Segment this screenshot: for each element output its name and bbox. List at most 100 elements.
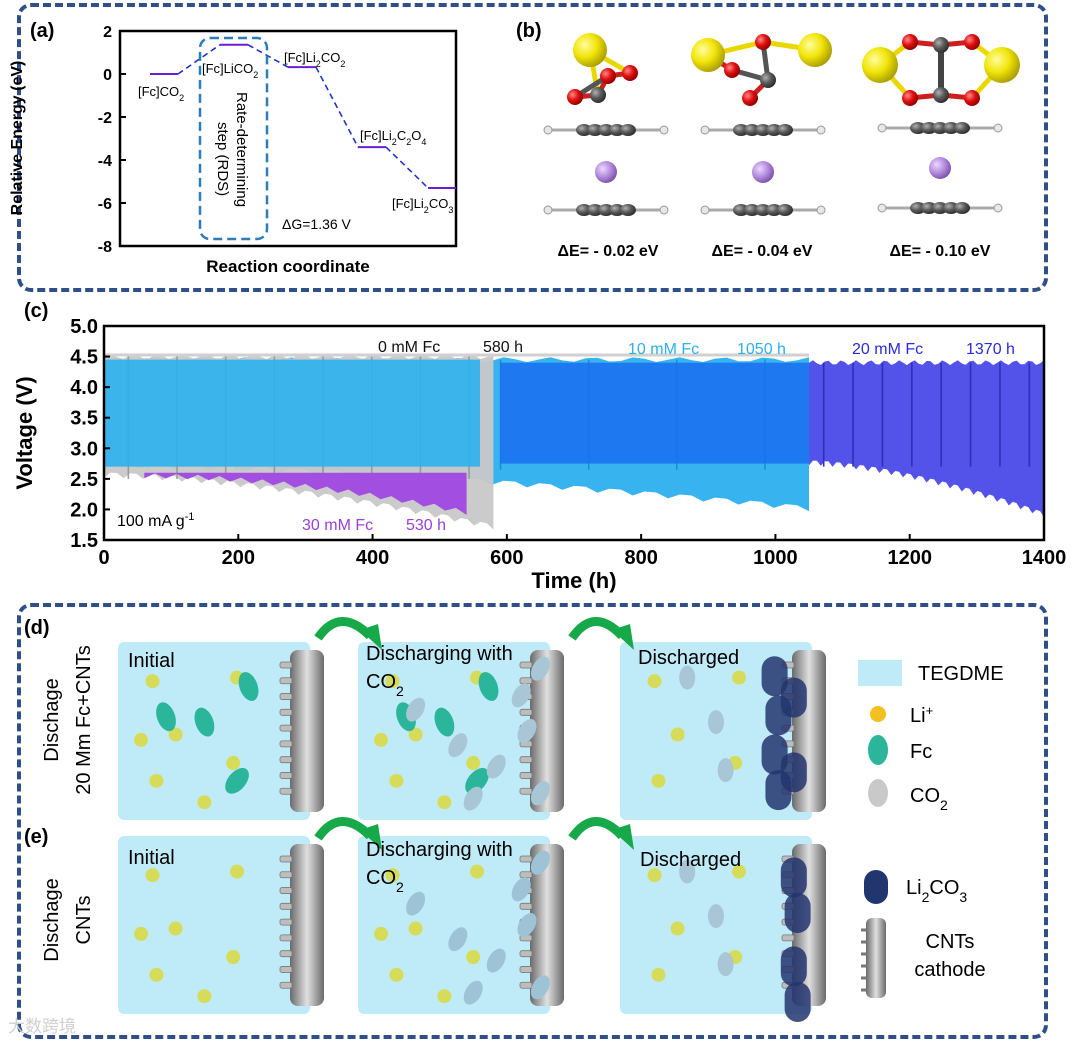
li2co3-d-5 xyxy=(780,752,807,793)
ring-c-1-1-3 xyxy=(766,204,782,216)
legend-li-label: Li+ xyxy=(910,703,933,728)
li-d-1-0 xyxy=(385,674,400,689)
energy-ytick-label-5: -8 xyxy=(98,239,112,256)
series-0-life: 580 h xyxy=(483,339,523,356)
cycling-xtick-label-2: 400 xyxy=(356,547,389,569)
cycling-ytick-label-0: 1.5 xyxy=(70,530,98,552)
cell-d-0 xyxy=(118,642,310,820)
li-d-0-6 xyxy=(134,732,149,747)
li-e-1-5 xyxy=(437,989,452,1004)
fc-0-3 xyxy=(225,767,249,794)
ring-c-0-0-4 xyxy=(620,124,636,136)
ring-c-2-0-3 xyxy=(943,122,959,134)
legend-co2-label: CO2 xyxy=(910,785,948,813)
rds-box xyxy=(198,36,269,241)
series-3-life: 530 h xyxy=(406,517,446,534)
structure-2 xyxy=(691,33,832,106)
d-discharging-label-2: CO2 xyxy=(366,671,404,699)
ring-h-2-1-b xyxy=(993,203,1003,213)
co2-d-7 xyxy=(530,781,550,806)
cycling-xtick-label-3: 600 xyxy=(490,547,523,569)
ring-c-2-1-1 xyxy=(921,202,937,214)
ring-h-0-1-b xyxy=(659,205,669,215)
li2co3-e-3 xyxy=(784,981,811,1022)
e-initial-label: Initial xyxy=(128,847,175,869)
series-1-life: 1050 h xyxy=(737,341,786,358)
cycling-xtick-label-7: 1400 xyxy=(1022,547,1067,569)
legend-fc-label: Fc xyxy=(910,741,932,763)
cycling-ytick-label-7: 5.0 xyxy=(70,316,98,338)
li-e-0-5 xyxy=(197,989,212,1004)
ring-c-0-0-2 xyxy=(598,124,614,136)
energy-diagram: 2 0 -2 -4 -6 -8 Relative Energy (eV) Reaction… xyxy=(9,24,458,276)
delta-g-annotation: ΔG=1.36 V xyxy=(282,216,352,232)
co2-e-4 xyxy=(517,913,537,937)
rds-annotation-1: Rate-determining xyxy=(233,92,250,207)
arrow-3 xyxy=(314,817,382,850)
co2-d-1 xyxy=(448,733,468,758)
structure-3 xyxy=(862,34,1020,106)
series-10mM-front xyxy=(105,359,480,467)
li-d-0-0 xyxy=(145,674,160,689)
ring-c-0-1-2 xyxy=(598,204,614,216)
row-e-label-2: CNTs xyxy=(73,896,95,945)
frame-bottom xyxy=(17,603,1048,1039)
energy-level-label-4: [Fc]Li2CO3 xyxy=(392,196,453,215)
fc-1-2 xyxy=(478,672,499,701)
cycling-ytick-label-1: 2.0 xyxy=(70,499,98,521)
co2-e-7 xyxy=(530,975,550,1000)
row-d-label-2: 20 Mm Fc+CNTs xyxy=(73,645,95,794)
legend-li2co3-label: Li2CO3 xyxy=(906,877,967,905)
li-e-1-4 xyxy=(389,967,404,982)
legend-cnts-label-1: CNTs xyxy=(926,931,975,953)
li-e-2-4 xyxy=(651,967,666,982)
ring-h-2-0-a xyxy=(877,123,887,133)
ring-c-2-0-0 xyxy=(910,122,926,134)
cell-e-1 xyxy=(358,836,550,1014)
cell-d-1 xyxy=(358,642,550,820)
ring-h-1-0-a xyxy=(700,125,710,135)
co2-d-0 xyxy=(406,697,426,722)
cycling-ytick-label-5: 4.0 xyxy=(70,377,98,399)
li-e-2-0 xyxy=(647,868,662,883)
co2-d-2 xyxy=(486,754,506,779)
cycling-ticks: 0 200 400 600 800 1000 1200 1400 1.5 2.0 2.5 3.0 3.5… xyxy=(70,316,1066,569)
e-discharging-label-1: Discharging with xyxy=(366,839,513,861)
ring-h-1-1-b xyxy=(816,205,826,215)
co2-end-d-0 xyxy=(708,710,724,735)
energy-level-label-0: [Fc]CO2 xyxy=(138,84,184,103)
panel-label-b: (b) xyxy=(516,20,542,42)
cycling-chart: 0 200 400 600 800 1000 1200 1400 1.5 2.0 2.5 3.0 3.5… xyxy=(12,316,1066,593)
ring-h-2-1-a xyxy=(877,203,887,213)
ring-c-2-1-3 xyxy=(943,202,959,214)
series-10mM-overlay xyxy=(500,362,809,464)
li2co3-e-0 xyxy=(780,857,807,898)
cycling-plot-frame xyxy=(102,324,1046,542)
ring-c-1-0-1 xyxy=(744,124,760,136)
co2-e-1 xyxy=(448,927,468,952)
energy-label-2: ΔE= - 0.04 eV xyxy=(712,243,813,260)
li-d-1-2 xyxy=(408,727,423,742)
ring-c-0-1-3 xyxy=(609,204,625,216)
co2-e-0 xyxy=(406,891,426,916)
li-e-1-1 xyxy=(470,864,485,879)
ring-c-1-1-2 xyxy=(755,204,771,216)
energy-x-label: Reaction coordinate xyxy=(206,257,369,276)
energy-levels: [Fc]CO2 [Fc]LiCO2 [Fc]Li2CO2 [Fc]Li2C2O4 [Fc… xyxy=(138,43,456,215)
energy-ytick-label-2: -2 xyxy=(98,110,112,127)
ring-c-1-1-0 xyxy=(733,204,749,216)
co2-e-5 xyxy=(463,980,483,1005)
fc-0-2 xyxy=(238,672,259,701)
ring-c-0-0-3 xyxy=(609,124,625,136)
d-discharging-label-1: Discharging with xyxy=(366,643,513,665)
li-d-0-4 xyxy=(149,773,164,788)
energy-y-label: Relative Energy (eV) xyxy=(9,61,26,216)
cathode-d-0 xyxy=(279,650,324,812)
series-2-life: 1370 h xyxy=(966,341,1015,358)
energy-label-3: ΔE= - 0.10 eV xyxy=(890,243,991,260)
rds-annotation-2: step (RDS) xyxy=(214,122,231,196)
energy-level-label-2: [Fc]Li2CO2 xyxy=(284,50,345,69)
schematic: Dischage Dischage 20 Mm Fc+CNTs Dischage… xyxy=(41,617,1004,1022)
li-e-2-2 xyxy=(670,921,685,936)
energy-ytick-label-3: -4 xyxy=(98,153,112,170)
